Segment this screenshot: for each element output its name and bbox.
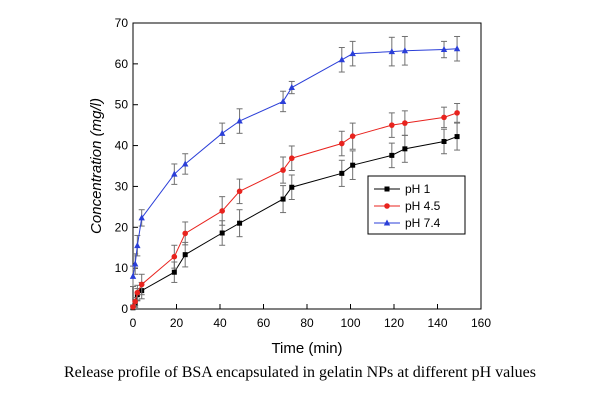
data-point bbox=[349, 50, 356, 57]
data-point bbox=[339, 140, 345, 147]
data-point bbox=[280, 167, 286, 173]
y-tick-label: 10 bbox=[115, 261, 129, 275]
x-tick-label: 0 bbox=[130, 316, 137, 330]
data-point bbox=[402, 120, 408, 126]
series-ph-7.4 bbox=[129, 35, 461, 288]
x-tick-label: 120 bbox=[384, 316, 404, 330]
data-point bbox=[454, 110, 460, 116]
y-tick-label: 20 bbox=[115, 220, 129, 234]
data-point bbox=[236, 117, 243, 124]
data-point bbox=[182, 230, 188, 237]
legend-label: pH 1 bbox=[405, 182, 431, 196]
data-point bbox=[454, 134, 460, 140]
legend-label: pH 4.5 bbox=[405, 199, 441, 213]
data-point bbox=[402, 146, 408, 152]
legend-box bbox=[367, 175, 466, 235]
x-tick-label: 40 bbox=[213, 316, 227, 330]
data-point bbox=[288, 155, 295, 162]
data-point bbox=[389, 152, 395, 158]
data-point bbox=[384, 203, 390, 209]
legend-label: pH 7.4 bbox=[405, 216, 441, 230]
data-point bbox=[289, 184, 295, 190]
data-point bbox=[383, 219, 391, 226]
data-point bbox=[171, 170, 178, 177]
data-point bbox=[130, 304, 136, 310]
data-point bbox=[338, 56, 345, 63]
y-tick-label: 30 bbox=[115, 179, 129, 193]
series-line bbox=[132, 48, 458, 277]
data-point bbox=[349, 133, 356, 139]
data-point bbox=[171, 253, 178, 260]
data-point bbox=[134, 289, 141, 296]
data-point bbox=[134, 242, 141, 249]
data-point bbox=[129, 272, 137, 279]
y-axis-title: Concentration (mg/l) bbox=[88, 98, 105, 234]
data-point bbox=[131, 260, 139, 267]
x-axis-title: Time (min) bbox=[271, 340, 342, 357]
data-point bbox=[138, 281, 145, 288]
data-point bbox=[339, 170, 345, 176]
data-point bbox=[441, 114, 447, 121]
x-tick-label: 100 bbox=[340, 316, 360, 330]
y-tick-label: 40 bbox=[115, 139, 129, 153]
data-point bbox=[171, 269, 177, 275]
data-point bbox=[182, 252, 188, 258]
data-point bbox=[453, 45, 461, 52]
data-point bbox=[219, 230, 225, 236]
data-point bbox=[440, 46, 448, 53]
x-tick-label: 80 bbox=[300, 316, 314, 330]
data-point bbox=[441, 138, 447, 144]
data-point bbox=[218, 129, 226, 136]
data-point bbox=[237, 220, 243, 226]
data-point bbox=[182, 160, 189, 167]
data-point bbox=[280, 196, 286, 202]
y-tick-label: 0 bbox=[121, 302, 128, 316]
data-point bbox=[388, 48, 396, 55]
series-ph-4.5 bbox=[130, 102, 461, 310]
y-axis: 0 10 20 30 40 50 60 70 bbox=[115, 16, 138, 316]
x-tick-label: 60 bbox=[257, 316, 271, 330]
series-layer bbox=[129, 35, 461, 311]
data-point bbox=[219, 208, 225, 214]
data-point bbox=[138, 214, 145, 221]
x-tick-label: 160 bbox=[471, 316, 491, 330]
legend: pH 1 pH 4.5 pH 7.4 bbox=[367, 175, 466, 235]
x-tick-label: 140 bbox=[427, 316, 447, 330]
data-point bbox=[401, 47, 409, 54]
x-tick-label: 20 bbox=[170, 316, 184, 330]
data-point bbox=[389, 122, 395, 128]
data-point bbox=[132, 298, 138, 305]
figure-caption: Release profile of BSA encapsulated in g… bbox=[63, 364, 537, 381]
x-axis: 0 20 40 60 80 100 120 140 160 bbox=[130, 304, 491, 330]
data-point bbox=[384, 186, 390, 192]
data-point bbox=[236, 188, 243, 195]
y-tick-label: 50 bbox=[115, 98, 129, 112]
y-tick-label: 60 bbox=[115, 57, 129, 71]
series-line bbox=[132, 112, 458, 308]
data-point bbox=[350, 162, 356, 168]
y-tick-label: 70 bbox=[115, 16, 129, 30]
data-point bbox=[279, 97, 287, 104]
data-point bbox=[288, 84, 295, 91]
